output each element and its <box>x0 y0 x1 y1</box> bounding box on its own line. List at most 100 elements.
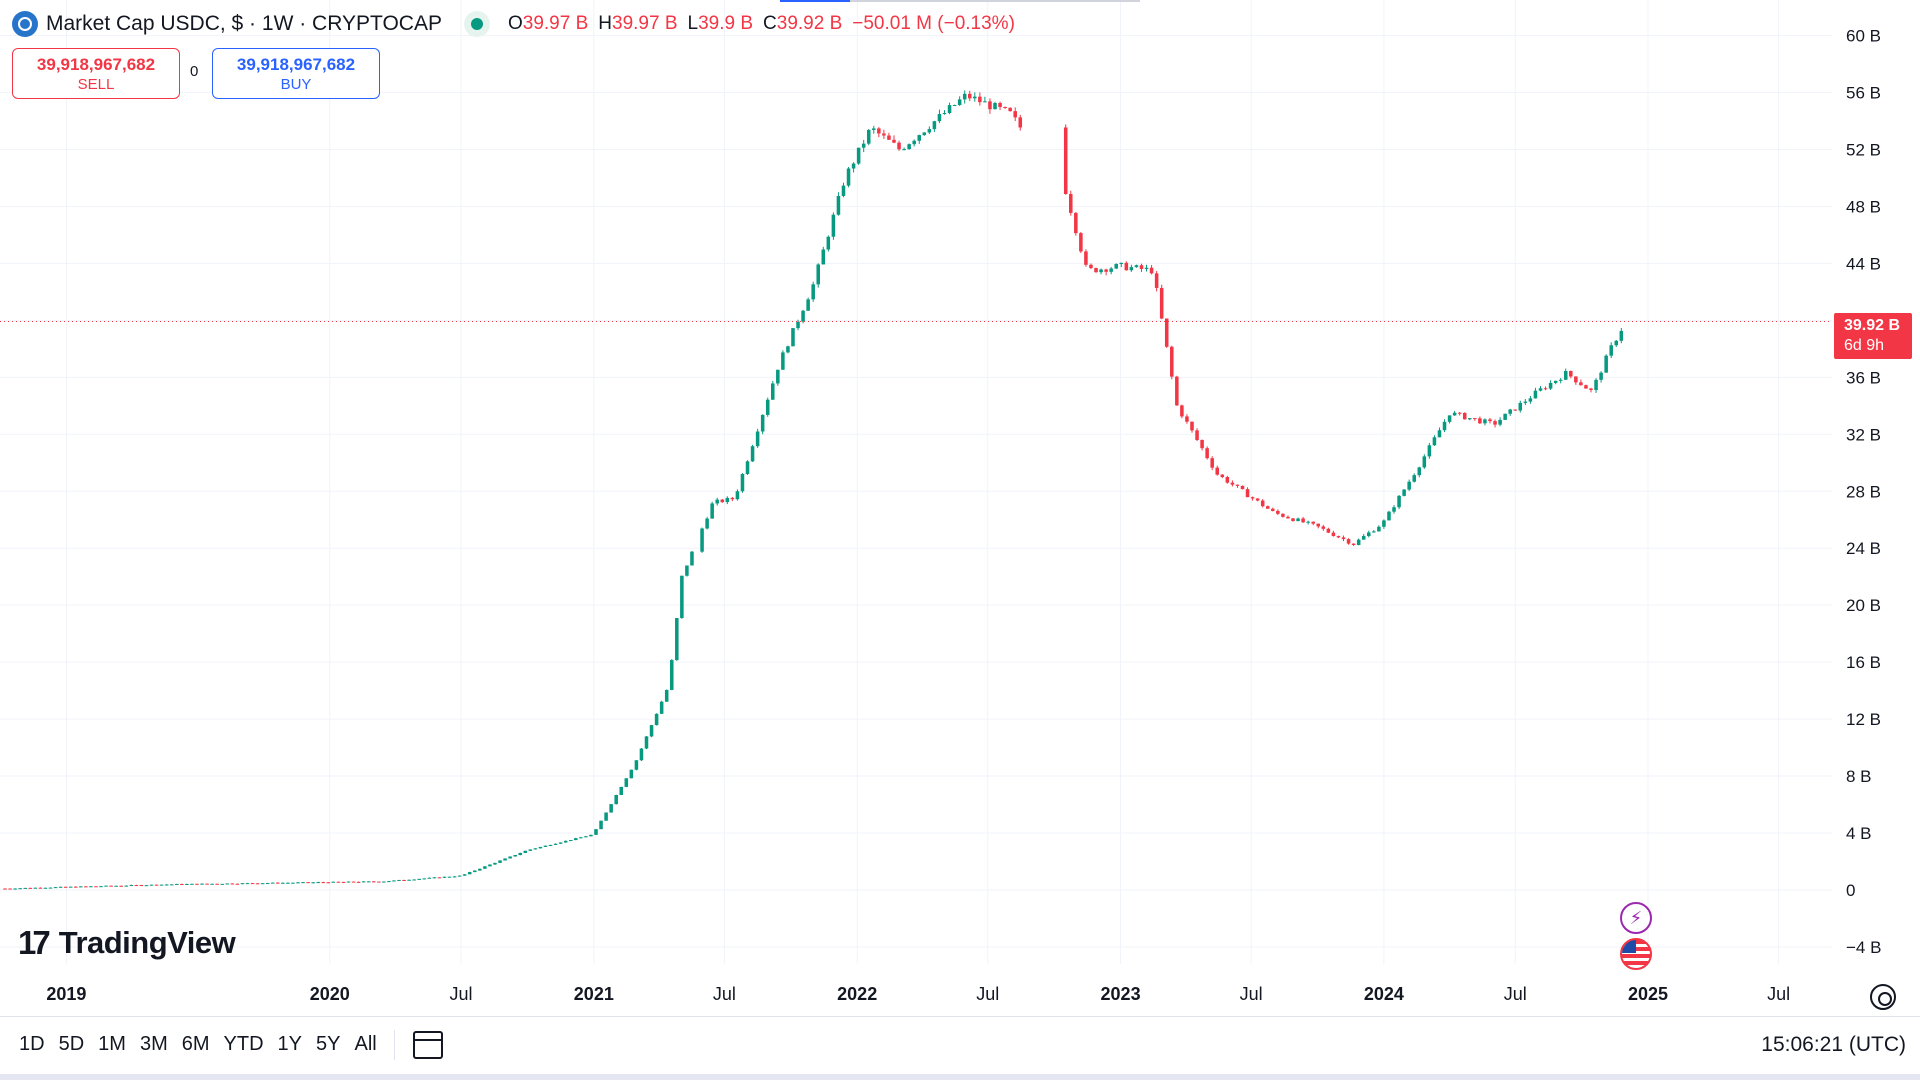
sell-button[interactable]: 39,918,967,682 SELL <box>12 48 180 99</box>
candle-body <box>599 820 603 830</box>
candle-body <box>68 886 73 888</box>
candle-body <box>1200 439 1204 449</box>
range-ytd[interactable]: YTD <box>223 1033 264 1055</box>
last-price-label: 39.92 B 6d 9h <box>1834 313 1912 359</box>
candle-body <box>149 884 154 886</box>
candle-body <box>1074 212 1078 234</box>
candle-body <box>1468 418 1472 420</box>
candle-body <box>154 884 159 886</box>
candle-body <box>866 129 871 144</box>
candle-body <box>619 786 624 795</box>
candle-body <box>1003 106 1007 108</box>
candle-body <box>144 885 149 887</box>
y-axis-tick-label: 16 B <box>1846 653 1881 672</box>
candle-body <box>1594 379 1598 390</box>
candle-body <box>1387 511 1391 521</box>
buy-button[interactable]: 39,918,967,682 BUY <box>212 48 380 99</box>
candle-body <box>1361 536 1366 540</box>
candle-body <box>1473 418 1477 420</box>
symbol-title[interactable]: Market Cap USDC, $ · 1W · CRYPTOCAP <box>46 12 442 35</box>
candle-body <box>361 881 366 883</box>
us-flag-event-icon[interactable] <box>1620 938 1652 970</box>
candle-body <box>765 399 770 415</box>
candle-body <box>579 837 583 839</box>
candle-body <box>1099 269 1103 273</box>
low-value: 39.9 B <box>698 13 754 34</box>
candle-body <box>473 870 477 873</box>
range-5y[interactable]: 5Y <box>316 1033 341 1055</box>
candle-body <box>1215 467 1220 475</box>
candle-body <box>457 875 462 877</box>
candle-body <box>447 876 452 878</box>
candle-body <box>28 887 33 889</box>
candle-body <box>346 881 351 883</box>
candle-body <box>1069 194 1073 213</box>
candle-body <box>609 804 613 813</box>
x-axis-tick-label: Jul <box>1240 984 1263 1004</box>
candle-body <box>1579 382 1583 386</box>
candle-body <box>1079 233 1083 252</box>
candle-body <box>442 876 447 878</box>
candle-body <box>265 883 270 885</box>
candle-body <box>826 236 831 250</box>
y-axis-tick-label: 32 B <box>1846 425 1881 444</box>
candle-body <box>988 101 992 110</box>
candle-body <box>109 885 113 887</box>
range-3m[interactable]: 3M <box>139 1033 168 1055</box>
candle-body <box>998 103 1002 107</box>
candle-body <box>1240 485 1245 490</box>
range-5d[interactable]: 5D <box>58 1033 85 1055</box>
x-axis-tick-label: Jul <box>713 984 736 1004</box>
range-1m[interactable]: 1M <box>98 1033 126 1055</box>
candle-body <box>872 128 876 130</box>
candle-body <box>634 760 639 770</box>
candle-body <box>73 886 78 888</box>
candle-body <box>861 143 866 148</box>
candle-body <box>23 887 28 889</box>
candle-body <box>1392 507 1396 512</box>
range-1y[interactable]: 1Y <box>277 1033 303 1055</box>
range-6m[interactable]: 6M <box>181 1033 210 1055</box>
utc-clock[interactable]: 15:06:21 (UTC) <box>1761 1032 1906 1056</box>
x-axis-tick-label: Jul <box>450 984 473 1004</box>
candle-body <box>89 886 93 888</box>
candle-body <box>644 736 649 749</box>
candle-body <box>1422 456 1427 468</box>
candle-body <box>563 840 568 843</box>
candle-body <box>1271 508 1275 511</box>
candle-body <box>387 881 391 883</box>
candle-body <box>1255 498 1260 501</box>
range-1d[interactable]: 1D <box>19 1033 45 1055</box>
candle-body <box>518 852 523 856</box>
candle-body <box>276 882 280 884</box>
candle-body <box>887 135 891 140</box>
candle-body <box>432 877 437 879</box>
candle-body <box>710 503 714 519</box>
candle-body <box>392 880 396 882</box>
candle-body <box>1306 521 1310 523</box>
candle-body <box>669 660 674 690</box>
candle-body <box>760 414 765 432</box>
settings-gear-icon[interactable] <box>1870 984 1896 1010</box>
candle-body <box>1124 262 1129 271</box>
tradingview-logo[interactable]: 17 TradingView <box>18 924 236 962</box>
x-axis-tick-label: 2023 <box>1101 984 1141 1004</box>
candle-body <box>1129 267 1134 271</box>
candle-body <box>1397 495 1401 508</box>
x-axis-tick-label: Jul <box>976 984 999 1004</box>
candle-body <box>629 769 634 779</box>
candle-body <box>1417 467 1422 476</box>
candle-body <box>690 551 694 566</box>
candle-body <box>175 883 179 885</box>
usdc-logo-icon <box>12 11 38 37</box>
y-axis-tick-label: 48 B <box>1846 197 1881 216</box>
candle-body <box>902 149 906 151</box>
spread-value: 0 <box>190 63 199 80</box>
candle-body <box>94 886 98 888</box>
price-chart[interactable]: −4 B 0 4 B 8 B 12 B 16 B 20 B 24 B 28 B 32 B 36 B 4… <box>0 0 1920 1016</box>
candle-body <box>1180 405 1184 417</box>
range-all[interactable]: All <box>354 1033 377 1055</box>
calendar-goto-icon[interactable] <box>412 1030 443 1059</box>
event-lightning-icon[interactable]: ⚡ <box>1620 902 1652 934</box>
y-axis-tick-label: 12 B <box>1846 710 1881 729</box>
